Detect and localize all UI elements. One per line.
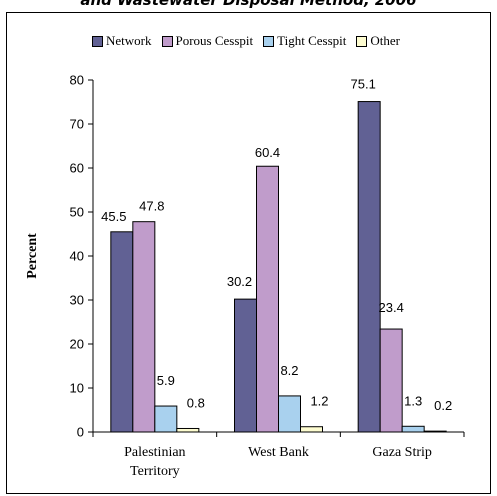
data-label: 47.8 [139,199,164,214]
x-category-label: West Bank [248,445,309,460]
chart-frame [6,12,491,494]
legend-label: Network [106,33,152,48]
data-label: 23.4 [379,300,404,315]
bar [423,430,447,433]
data-label: 45.5 [101,209,126,224]
legend-swatch [356,35,368,47]
data-label: 0.8 [187,395,205,410]
legend-item: Network [92,33,152,49]
bar [357,101,381,433]
y-tick-label: 70 [70,117,84,132]
data-label: 60.4 [255,145,280,160]
y-tick-label: 60 [70,161,84,176]
bar [401,425,425,433]
x-category-label: Gaza Strip [372,445,431,460]
legend-item: Other [356,33,400,49]
legend-label: Tight Cesspit [277,33,347,48]
y-tick-label: 40 [70,249,84,264]
bar [154,405,178,433]
y-tick-label: 50 [70,205,84,220]
bar [234,298,257,433]
legend-swatch [263,35,275,47]
y-axis-title: Percent [25,233,40,279]
chart-legend: Network Porous Cesspit Tight Cesspit Other [92,32,410,50]
bar [278,395,301,433]
y-tick-label: 30 [70,293,84,308]
bar [110,231,134,433]
legend-swatch [161,35,173,47]
legend-label: Porous Cesspit [175,33,254,48]
bar [256,165,279,433]
data-label: 8.2 [280,363,298,378]
bar [132,221,156,433]
bar [379,328,403,433]
data-label: 1.2 [310,394,328,409]
legend-item: Porous Cesspit [161,33,254,49]
y-tick-label: 20 [70,337,84,352]
x-category-label: Palestinian [124,445,185,460]
data-label: 5.9 [157,373,175,388]
chart-title: and Wastewater Disposal Method, 2006 [80,0,417,9]
legend-item: Tight Cesspit [263,33,346,49]
y-tick-label: 80 [70,73,84,88]
y-tick-label: 10 [70,381,84,396]
data-label: 75.1 [351,77,376,92]
x-category-label: Territory [130,464,180,479]
legend-swatch [92,35,103,47]
bar [176,427,200,433]
data-label: 1.3 [404,393,422,408]
data-label: 0.2 [434,398,452,413]
data-label: 30.2 [227,274,252,289]
y-tick-label: 0 [77,425,84,440]
bar [300,426,323,433]
legend-label: Other [370,33,401,48]
